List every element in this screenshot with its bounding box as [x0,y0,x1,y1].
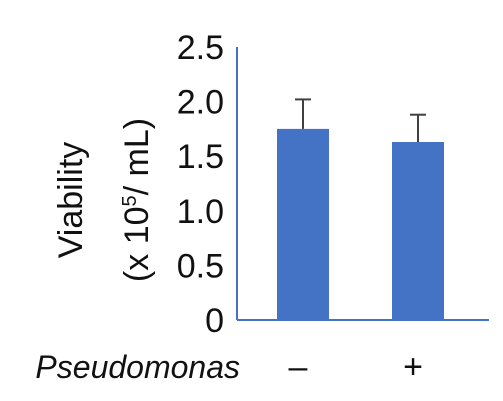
x-group-label: Pseudomonas [35,349,240,385]
y-axis-label-line2: (x 105/ mL) [118,118,156,282]
y-axis-label-line1: Viability [52,142,90,259]
y-tick-label: 0 [205,302,224,340]
y-tick-label: 1.5 [177,138,224,176]
y-axis-label-pre: (x 10 [118,206,156,282]
y-axis-label: Viability (x 105/ mL) [52,118,156,282]
x-tick-label: – [289,348,308,386]
error-bar [410,113,426,143]
bar [277,128,329,320]
y-tick-labels: 0 0.5 1.0 1.5 2.0 2.5 [177,29,224,340]
category-labels: – + [289,348,423,386]
bar [392,142,444,320]
y-tick-label: 1.0 [177,193,224,231]
y-tick-label: 0.5 [177,247,224,285]
x-tick-label: + [403,348,423,386]
y-tick-label: 2.0 [177,84,224,122]
bars [277,128,444,320]
y-axis-label-sup: 5 [119,195,141,206]
y-tick-label: 2.5 [177,29,224,67]
y-axis-label-post: / mL) [118,118,156,195]
error-bars [295,98,426,143]
error-bar [295,98,311,129]
